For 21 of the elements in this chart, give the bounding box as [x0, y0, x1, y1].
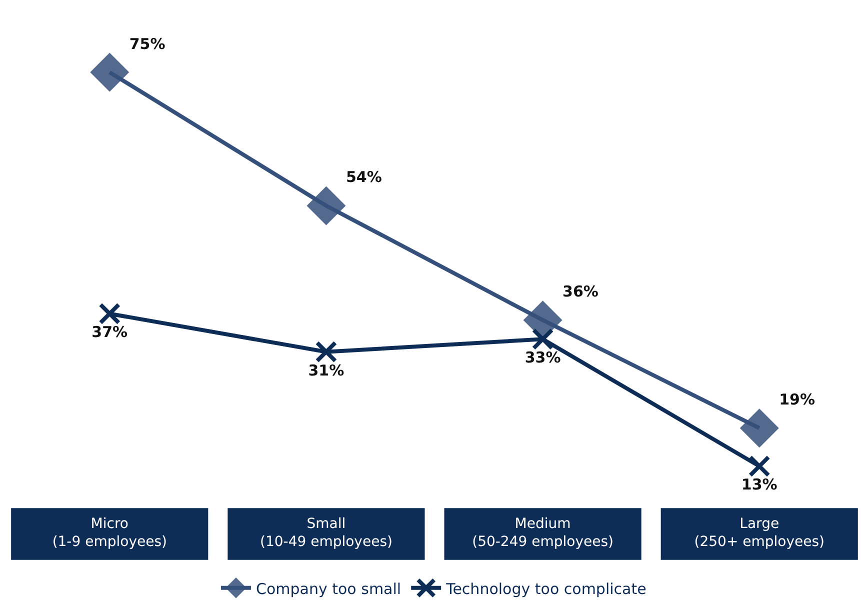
x-tick-label: Large (250+ employees) — [694, 516, 824, 550]
data-label: 13% — [741, 476, 778, 494]
point — [306, 186, 346, 226]
legend-label: Company too small — [256, 580, 402, 598]
point — [98, 302, 121, 325]
data-label: 36% — [562, 282, 598, 301]
data-label: 37% — [92, 323, 128, 342]
x-tick-label: Micro (1-9 employees) — [52, 516, 167, 550]
legend-label: Technology too complicate — [445, 580, 646, 598]
x-tick-label: Small (10-49 employees) — [260, 516, 392, 550]
point — [315, 340, 338, 363]
x-tick-label: Medium (50-249 employees) — [472, 516, 614, 550]
data-label: 31% — [308, 361, 344, 380]
data-label: 33% — [524, 348, 561, 367]
data-label: 19% — [779, 390, 816, 409]
point — [90, 52, 130, 92]
data-label: 75% — [129, 34, 166, 53]
point — [748, 455, 770, 478]
data-label: 54% — [346, 168, 382, 186]
point — [532, 328, 554, 350]
point — [740, 408, 779, 448]
